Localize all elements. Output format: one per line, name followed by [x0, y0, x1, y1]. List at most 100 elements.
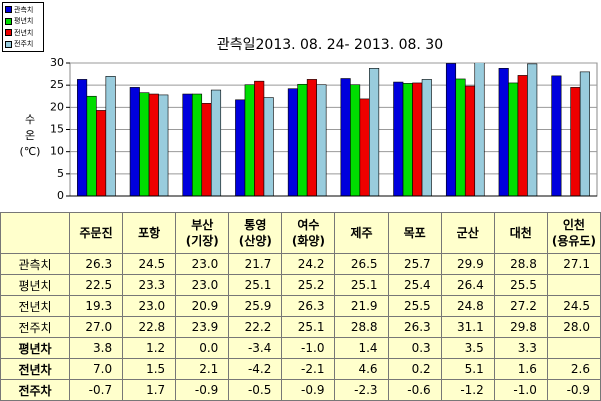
data-row: 관측치 26.3 24.5 23.0 21.7 24.2 26.5 25.7 29.9 28.8 2…	[0, 253, 601, 275]
y-tick-label: 0	[57, 189, 64, 202]
value-cell: 22.8	[122, 316, 177, 338]
value-cell: 24.5	[546, 295, 601, 317]
diff-cell: -2.3	[334, 379, 389, 401]
bar	[254, 80, 265, 196]
diff-cell: -4.2	[228, 358, 283, 380]
legend-swatch	[5, 40, 12, 48]
bar	[86, 95, 97, 196]
diff-cell: 1.6	[493, 358, 548, 380]
bar	[527, 63, 538, 196]
value-cell: 27.0	[68, 316, 124, 338]
bar	[191, 93, 203, 196]
bar	[182, 93, 193, 196]
data-row: 평년치 22.5 23.3 23.0 25.1 25.2 25.1 25.4 26.4 25.5	[0, 274, 601, 296]
bar	[350, 84, 361, 196]
value-cell: 25.4	[387, 274, 442, 296]
bar	[158, 94, 169, 196]
y-tick-label: 5	[57, 167, 64, 180]
bar	[235, 99, 246, 196]
bar	[579, 71, 590, 196]
legend-entry: 전년치	[5, 27, 41, 39]
value-cell: 27.2	[493, 295, 548, 317]
bar	[421, 79, 432, 196]
legend-entry: 관측치	[5, 4, 41, 16]
value-cell: 24.8	[440, 295, 495, 317]
value-cell: 20.9	[175, 295, 230, 317]
legend-swatch	[5, 6, 12, 14]
y-tick-label: 15	[50, 123, 64, 136]
bar	[570, 87, 581, 196]
column-header: 통영 (산양)	[228, 212, 283, 254]
value-cell: 25.5	[493, 274, 548, 296]
bar	[316, 84, 327, 196]
diff-cell: 2.6	[546, 358, 601, 380]
value-cell: 23.9	[175, 316, 230, 338]
diff-row: 전주차 -0.7 1.7 -0.9 -0.5 -0.9 -2.3 -0.6 -1.2 -1.0 -0…	[0, 379, 601, 401]
diff-cell: -0.5	[228, 379, 283, 401]
bar	[508, 82, 519, 196]
value-cell: 26.3	[387, 316, 442, 338]
value-cell: 21.7	[228, 253, 283, 275]
bar	[287, 88, 298, 196]
corner-cell	[0, 212, 70, 254]
bar	[96, 110, 107, 196]
value-cell: 29.8	[493, 316, 548, 338]
legend-entry: 평년치	[5, 16, 41, 28]
bar	[129, 87, 140, 196]
value-cell: 23.0	[175, 274, 230, 296]
bar	[474, 63, 485, 196]
value-cell: 25.5	[387, 295, 442, 317]
bar	[105, 76, 116, 196]
value-cell: 25.2	[281, 274, 336, 296]
bar	[369, 68, 380, 196]
value-cell: 24.2	[281, 253, 336, 275]
value-cell: 29.9	[440, 253, 495, 275]
diff-cell: -1.0	[281, 337, 336, 359]
legend-entry: 전주치	[5, 39, 41, 51]
value-cell: 25.9	[228, 295, 283, 317]
y-tick-label: 10	[50, 145, 64, 158]
diff-cell: -0.6	[387, 379, 442, 401]
bar	[551, 75, 562, 196]
chart-title: 관측일2013. 08. 24- 2013. 08. 30	[217, 37, 443, 53]
legend-swatch	[5, 17, 12, 25]
diff-cell: 4.6	[334, 358, 389, 380]
value-cell: 26.3	[68, 253, 124, 275]
bar	[297, 83, 308, 196]
row-label: 평년차	[0, 337, 70, 359]
diff-cell: -0.7	[68, 379, 124, 401]
row-label: 전주차	[0, 379, 70, 401]
legend-label: 전주치	[14, 40, 34, 49]
diff-row: 전년차 7.0 1.5 2.1 -4.2 -2.1 4.6 0.2 5.1 1.6 2.6	[0, 358, 601, 380]
diff-cell: -0.9	[281, 379, 336, 401]
diff-cell: 1.4	[334, 337, 389, 359]
value-cell: 28.8	[493, 253, 548, 275]
column-header: 부산 (기장)	[175, 212, 230, 254]
legend-swatch	[5, 29, 12, 37]
bar	[340, 78, 351, 196]
data-row: 전주치 27.0 22.8 23.9 22.2 25.1 28.8 26.3 31.1 29.8 2…	[0, 316, 601, 338]
diff-cell: 2.1	[175, 358, 230, 380]
data-row: 전년치 19.3 23.0 20.9 25.9 26.3 21.9 25.5 24.8 27.2 2…	[0, 295, 601, 317]
data-table: 주문진 포항 부산 (기장) 통영 (산양) 여수 (화양) 제주 목포 군산 대천 인천 (용유…	[0, 212, 601, 401]
diff-cell: 3.5	[440, 337, 495, 359]
value-cell: 26.4	[440, 274, 495, 296]
bar	[306, 79, 317, 196]
bar	[393, 81, 404, 196]
diff-cell: -1.0	[493, 379, 548, 401]
bar	[148, 93, 159, 196]
diff-cell: 3.3	[493, 337, 548, 359]
column-header: 여수 (화양)	[281, 212, 336, 254]
diff-cell: 1.5	[122, 358, 177, 380]
bar	[445, 63, 457, 196]
value-cell: 24.5	[122, 253, 177, 275]
diff-cell: 1.2	[122, 337, 177, 359]
value-cell: 19.3	[68, 295, 124, 317]
diff-cell: 0.2	[387, 358, 442, 380]
diff-cell: -0.9	[546, 379, 601, 401]
column-header: 대천	[493, 212, 548, 254]
value-cell: 31.1	[440, 316, 495, 338]
bar	[498, 68, 509, 196]
bar	[359, 98, 370, 196]
